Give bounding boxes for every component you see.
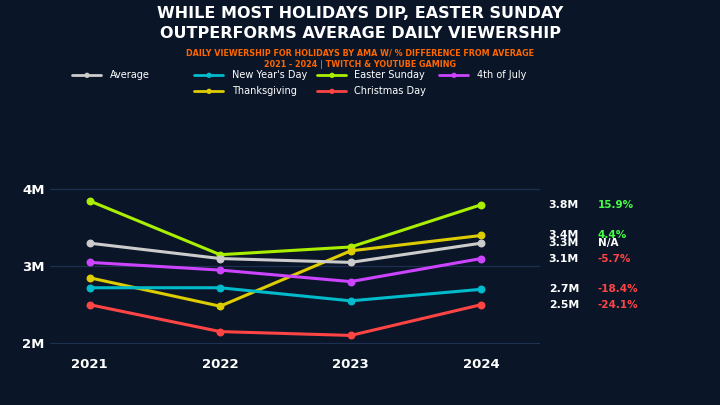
Text: ●: ●: [84, 72, 89, 78]
Text: ●: ●: [451, 72, 456, 78]
Text: -5.7%: -5.7%: [598, 254, 631, 264]
Text: Christmas Day: Christmas Day: [354, 86, 426, 96]
Text: ●: ●: [206, 88, 212, 94]
Point: [215, 255, 226, 262]
Point: [84, 301, 95, 308]
Text: WHILE MOST HOLIDAYS DIP, EASTER SUNDAY: WHILE MOST HOLIDAYS DIP, EASTER SUNDAY: [157, 6, 563, 21]
Text: 3.1M: 3.1M: [549, 254, 579, 264]
Text: -18.4%: -18.4%: [598, 284, 638, 294]
Text: 4.4%: 4.4%: [598, 230, 627, 241]
Text: OUTPERFORMS AVERAGE DAILY VIEWERSHIP: OUTPERFORMS AVERAGE DAILY VIEWERSHIP: [160, 26, 560, 41]
Point: [84, 259, 95, 266]
Point: [475, 255, 487, 262]
Point: [84, 240, 95, 246]
Point: [475, 301, 487, 308]
Point: [215, 303, 226, 309]
Point: [345, 278, 356, 285]
Point: [345, 298, 356, 304]
Text: N/A: N/A: [598, 238, 618, 248]
Point: [215, 285, 226, 291]
Text: ●: ●: [328, 72, 334, 78]
Point: [84, 285, 95, 291]
Text: 2.5M: 2.5M: [549, 300, 579, 310]
Point: [345, 332, 356, 339]
Text: 15.9%: 15.9%: [598, 200, 634, 210]
Point: [215, 328, 226, 335]
Text: 3.4M: 3.4M: [549, 230, 579, 241]
Point: [84, 275, 95, 281]
Text: ●: ●: [206, 72, 212, 78]
Text: Average: Average: [109, 70, 149, 80]
Point: [215, 252, 226, 258]
Text: ●: ●: [328, 88, 334, 94]
Text: 3.8M: 3.8M: [549, 200, 579, 210]
Text: DAILY VIEWERSHIP FOR HOLIDAYS BY AMA W/ % DIFFERENCE FROM AVERAGE: DAILY VIEWERSHIP FOR HOLIDAYS BY AMA W/ …: [186, 49, 534, 58]
Text: -24.1%: -24.1%: [598, 300, 638, 310]
Text: 2.7M: 2.7M: [549, 284, 579, 294]
Text: Thanksgiving: Thanksgiving: [232, 86, 297, 96]
Point: [475, 240, 487, 246]
Point: [475, 201, 487, 208]
Text: 2021 - 2024 | TWITCH & YOUTUBE GAMING: 2021 - 2024 | TWITCH & YOUTUBE GAMING: [264, 60, 456, 69]
Point: [475, 232, 487, 239]
Point: [84, 198, 95, 204]
Point: [345, 247, 356, 254]
Text: 4th of July: 4th of July: [477, 70, 526, 80]
Point: [475, 286, 487, 292]
Point: [345, 244, 356, 250]
Text: New Year's Day: New Year's Day: [232, 70, 307, 80]
Text: Easter Sunday: Easter Sunday: [354, 70, 425, 80]
Point: [215, 267, 226, 273]
Text: 3.3M: 3.3M: [549, 238, 579, 248]
Point: [345, 259, 356, 266]
